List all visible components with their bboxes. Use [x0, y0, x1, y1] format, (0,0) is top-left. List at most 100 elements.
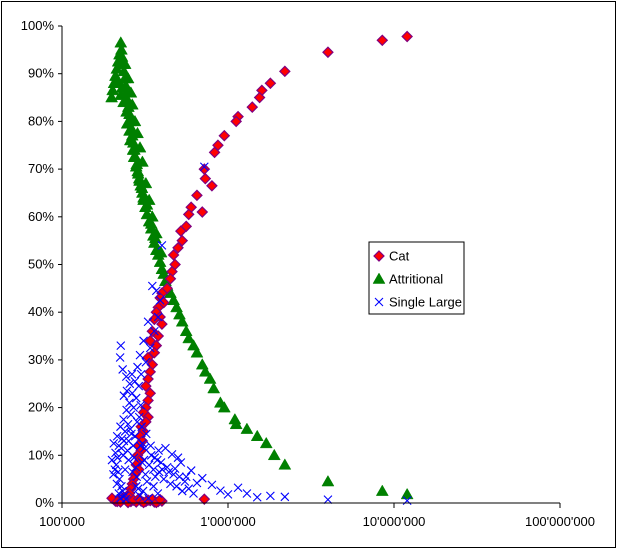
- attritional-point: [117, 95, 131, 108]
- single-large-point: [111, 460, 121, 470]
- single-large-point: [207, 480, 217, 490]
- attritional-point: [203, 372, 217, 384]
- cat-point: [191, 189, 203, 202]
- single-large-point: [135, 350, 145, 360]
- series-single-large: [107, 162, 412, 506]
- single-large-point: [119, 415, 128, 424]
- single-large-point: [169, 469, 178, 479]
- single-large-point: [135, 441, 145, 451]
- single-large-point: [153, 489, 163, 498]
- single-large-point: [115, 353, 125, 362]
- y-tick-label: 100%: [21, 18, 55, 33]
- legend-label: Attritional: [389, 272, 443, 287]
- attritional-point: [127, 150, 141, 162]
- single-large-point: [134, 412, 144, 422]
- attritional-point: [179, 324, 193, 337]
- single-large-point: [125, 379, 135, 389]
- cat-point: [278, 65, 291, 78]
- legend: Cat Attritional Single Large: [368, 241, 465, 315]
- single-large-point: [133, 362, 142, 372]
- single-large-point: [144, 493, 153, 503]
- single-large-point: [134, 381, 144, 391]
- y-tick-label: 50%: [28, 257, 54, 272]
- single-large-point: [192, 478, 202, 488]
- single-large-point: [189, 489, 198, 498]
- attritional-point: [400, 487, 414, 500]
- single-large-point: [172, 481, 181, 491]
- single-large-point: [109, 469, 118, 479]
- attritional-point: [213, 396, 227, 408]
- attritional-point: [131, 167, 145, 179]
- cat-point: [152, 330, 165, 342]
- attritional-point: [111, 76, 125, 88]
- single-large-point: [127, 429, 136, 439]
- attritional-point: [128, 114, 142, 127]
- cat-point: [253, 91, 266, 104]
- single-large-point: [115, 474, 124, 484]
- x-tick-label: 100'000: [39, 514, 85, 529]
- cat-point: [172, 241, 184, 254]
- attritional-point: [120, 105, 134, 117]
- legend-items: Cat Attritional Single Large: [372, 249, 462, 310]
- cat-point: [175, 225, 187, 237]
- tick-labels: 0% 10% 20% 30% 40% 50% 60% 70% 80% 90% 100% 100'000…: [21, 18, 595, 529]
- cat-point: [144, 334, 157, 347]
- single-large-point: [116, 341, 126, 350]
- single-large-point: [252, 492, 262, 502]
- single-large-point: [137, 458, 147, 467]
- single-large-point: [157, 465, 167, 474]
- single-large-point: [116, 422, 125, 432]
- x-tick-label: 100'000'000: [525, 514, 595, 529]
- single-large-point: [242, 489, 252, 498]
- single-large-point: [153, 312, 163, 322]
- attritional-point: [148, 231, 162, 244]
- single-large-point: [113, 453, 122, 463]
- y-tick-label: 40%: [28, 304, 54, 319]
- cat-point: [167, 249, 180, 261]
- single-large-point: [149, 481, 158, 491]
- attritional-point: [153, 255, 167, 267]
- attritional-point: [105, 91, 119, 103]
- single-large-point: [149, 326, 159, 336]
- single-large-point: [118, 365, 128, 374]
- legend-attritional-point-marker: [372, 272, 386, 284]
- attritional-point: [250, 429, 264, 441]
- attritional-point: [135, 181, 149, 193]
- single-large-point: [147, 281, 157, 291]
- cat-point: [154, 493, 166, 506]
- single-large-point: [170, 464, 180, 474]
- single-large-point: [116, 493, 126, 503]
- single-large-point: [131, 481, 141, 491]
- attritional-point: [121, 71, 135, 84]
- attritional-point: [123, 133, 137, 146]
- attritional-point: [120, 117, 134, 129]
- cat-point: [206, 179, 218, 192]
- single-large-point: [124, 455, 134, 465]
- single-large-point: [111, 448, 120, 458]
- cat-point: [199, 172, 212, 185]
- attritional-point: [170, 300, 184, 313]
- single-large-point: [155, 295, 165, 305]
- single-large-point: [265, 491, 275, 501]
- single-large-point: [233, 483, 243, 493]
- single-large-point: [130, 376, 140, 386]
- single-large-point: [159, 474, 169, 484]
- single-large-point: [216, 486, 225, 495]
- attritional-point: [167, 293, 180, 306]
- cat-point: [246, 101, 259, 113]
- single-large-point: [223, 490, 233, 499]
- cat-point: [322, 46, 334, 59]
- cat-point: [198, 493, 211, 506]
- single-large-point: [112, 479, 122, 489]
- single-large-point: [280, 492, 290, 502]
- single-large-point: [125, 398, 134, 408]
- attritional-point: [195, 358, 209, 370]
- single-large-point: [136, 369, 146, 379]
- cat-point: [208, 146, 221, 159]
- single-large-point: [146, 441, 156, 451]
- single-large-point: [128, 467, 137, 477]
- attritional-point: [187, 339, 200, 351]
- cat-point: [156, 318, 168, 330]
- cat-point: [401, 30, 413, 43]
